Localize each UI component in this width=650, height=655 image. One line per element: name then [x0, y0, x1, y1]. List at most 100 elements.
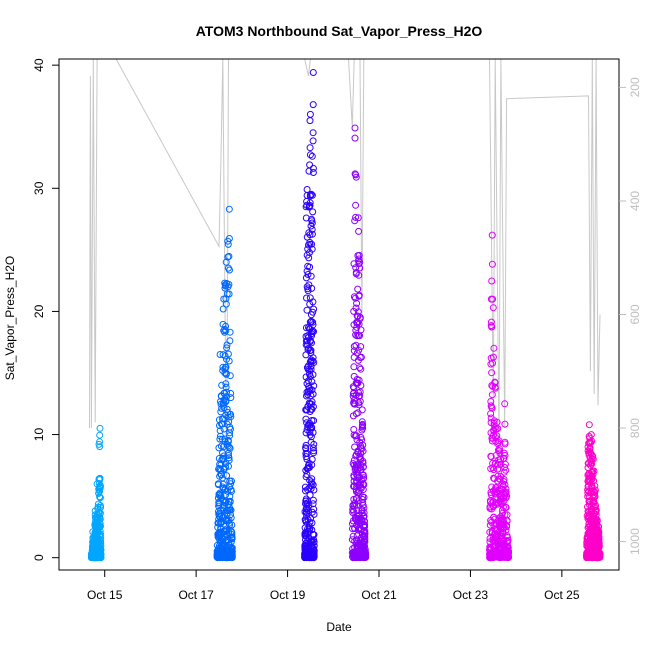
data-point	[303, 198, 311, 205]
data-point	[353, 532, 361, 540]
data-point	[307, 478, 315, 486]
data-point	[305, 501, 313, 509]
data-point	[356, 392, 364, 400]
data-point	[308, 339, 315, 347]
data-point	[215, 529, 223, 536]
data-point	[89, 528, 97, 536]
data-point	[350, 399, 358, 407]
data-point	[586, 540, 594, 548]
data-point	[354, 214, 362, 222]
data-point	[219, 546, 227, 554]
data-point	[306, 199, 314, 207]
data-point	[501, 400, 509, 408]
data-point	[305, 167, 313, 175]
data-point	[228, 548, 236, 555]
data-point	[499, 480, 507, 488]
data-point	[492, 499, 499, 507]
data-point	[350, 426, 358, 433]
data-point	[488, 260, 496, 268]
data-point	[301, 543, 309, 550]
data-point	[304, 285, 312, 293]
data-point	[223, 344, 231, 352]
right-y-tick-label: 400	[628, 191, 642, 211]
data-point	[504, 538, 512, 546]
data-point	[228, 535, 236, 543]
data-point	[225, 452, 232, 459]
data-point	[355, 389, 362, 397]
data-point	[359, 457, 367, 465]
data-point	[487, 318, 495, 326]
data-point	[221, 486, 229, 494]
x-tick-label: Oct 17	[178, 588, 214, 602]
data-point	[358, 507, 366, 515]
data-point	[222, 322, 230, 330]
data-point	[491, 490, 499, 498]
data-point	[487, 398, 495, 405]
data-point	[585, 421, 593, 429]
data-point	[308, 219, 316, 227]
data-point	[221, 325, 229, 333]
data-point	[302, 324, 310, 332]
data-point	[353, 299, 361, 307]
data-point	[584, 443, 592, 451]
data-point	[490, 543, 498, 551]
data-point	[221, 352, 229, 360]
data-point	[223, 554, 231, 562]
data-point	[93, 480, 101, 488]
data-point	[505, 549, 512, 557]
data-point	[306, 110, 314, 118]
data-point	[216, 351, 224, 358]
data-point	[213, 553, 221, 561]
data-point	[216, 509, 224, 517]
data-point	[490, 431, 498, 439]
data-point	[356, 515, 364, 523]
data-point	[360, 509, 368, 517]
data-point	[493, 418, 501, 426]
data-point	[349, 532, 357, 540]
data-point	[584, 507, 592, 515]
data-point	[349, 506, 357, 513]
data-point	[304, 341, 311, 349]
y-axis-label: Sat_Vapor_Press_H2O	[3, 256, 17, 381]
data-point	[214, 480, 222, 488]
data-point	[592, 502, 599, 510]
data-point	[308, 526, 316, 534]
data-point	[302, 203, 310, 211]
data-point	[489, 503, 497, 511]
data-point	[221, 279, 229, 287]
data-point	[362, 550, 370, 558]
data-point	[221, 389, 228, 397]
data-point	[490, 513, 498, 521]
data-point	[487, 354, 495, 362]
data-point	[308, 400, 315, 408]
data-point	[302, 453, 310, 461]
data-point	[488, 483, 496, 491]
right-y-tick-label: 1000	[628, 528, 642, 555]
y-tick-label: 10	[32, 428, 46, 442]
data-point	[309, 137, 317, 145]
chart-title: ATOM3 Northbound Sat_Vapor_Press_H2O	[196, 23, 483, 39]
data-point	[303, 465, 311, 473]
data-point	[354, 472, 362, 480]
series-4	[348, 124, 370, 562]
data-point	[222, 282, 229, 290]
data-point	[489, 304, 497, 312]
data-point	[308, 475, 316, 483]
data-point	[222, 380, 230, 388]
data-point	[304, 377, 312, 385]
data-point	[217, 492, 225, 500]
data-point	[222, 363, 229, 371]
data-point	[490, 466, 498, 474]
data-point	[302, 445, 310, 453]
data-point	[96, 474, 104, 482]
data-point	[218, 381, 226, 389]
data-point	[490, 344, 498, 352]
data-point	[219, 454, 227, 462]
data-point	[215, 444, 223, 452]
data-point	[309, 371, 317, 379]
data-point	[223, 355, 230, 363]
data-point	[360, 481, 368, 489]
y-tick-label: 20	[32, 304, 46, 318]
x-tick-label: Oct 23	[453, 588, 489, 602]
data-point	[223, 530, 231, 538]
